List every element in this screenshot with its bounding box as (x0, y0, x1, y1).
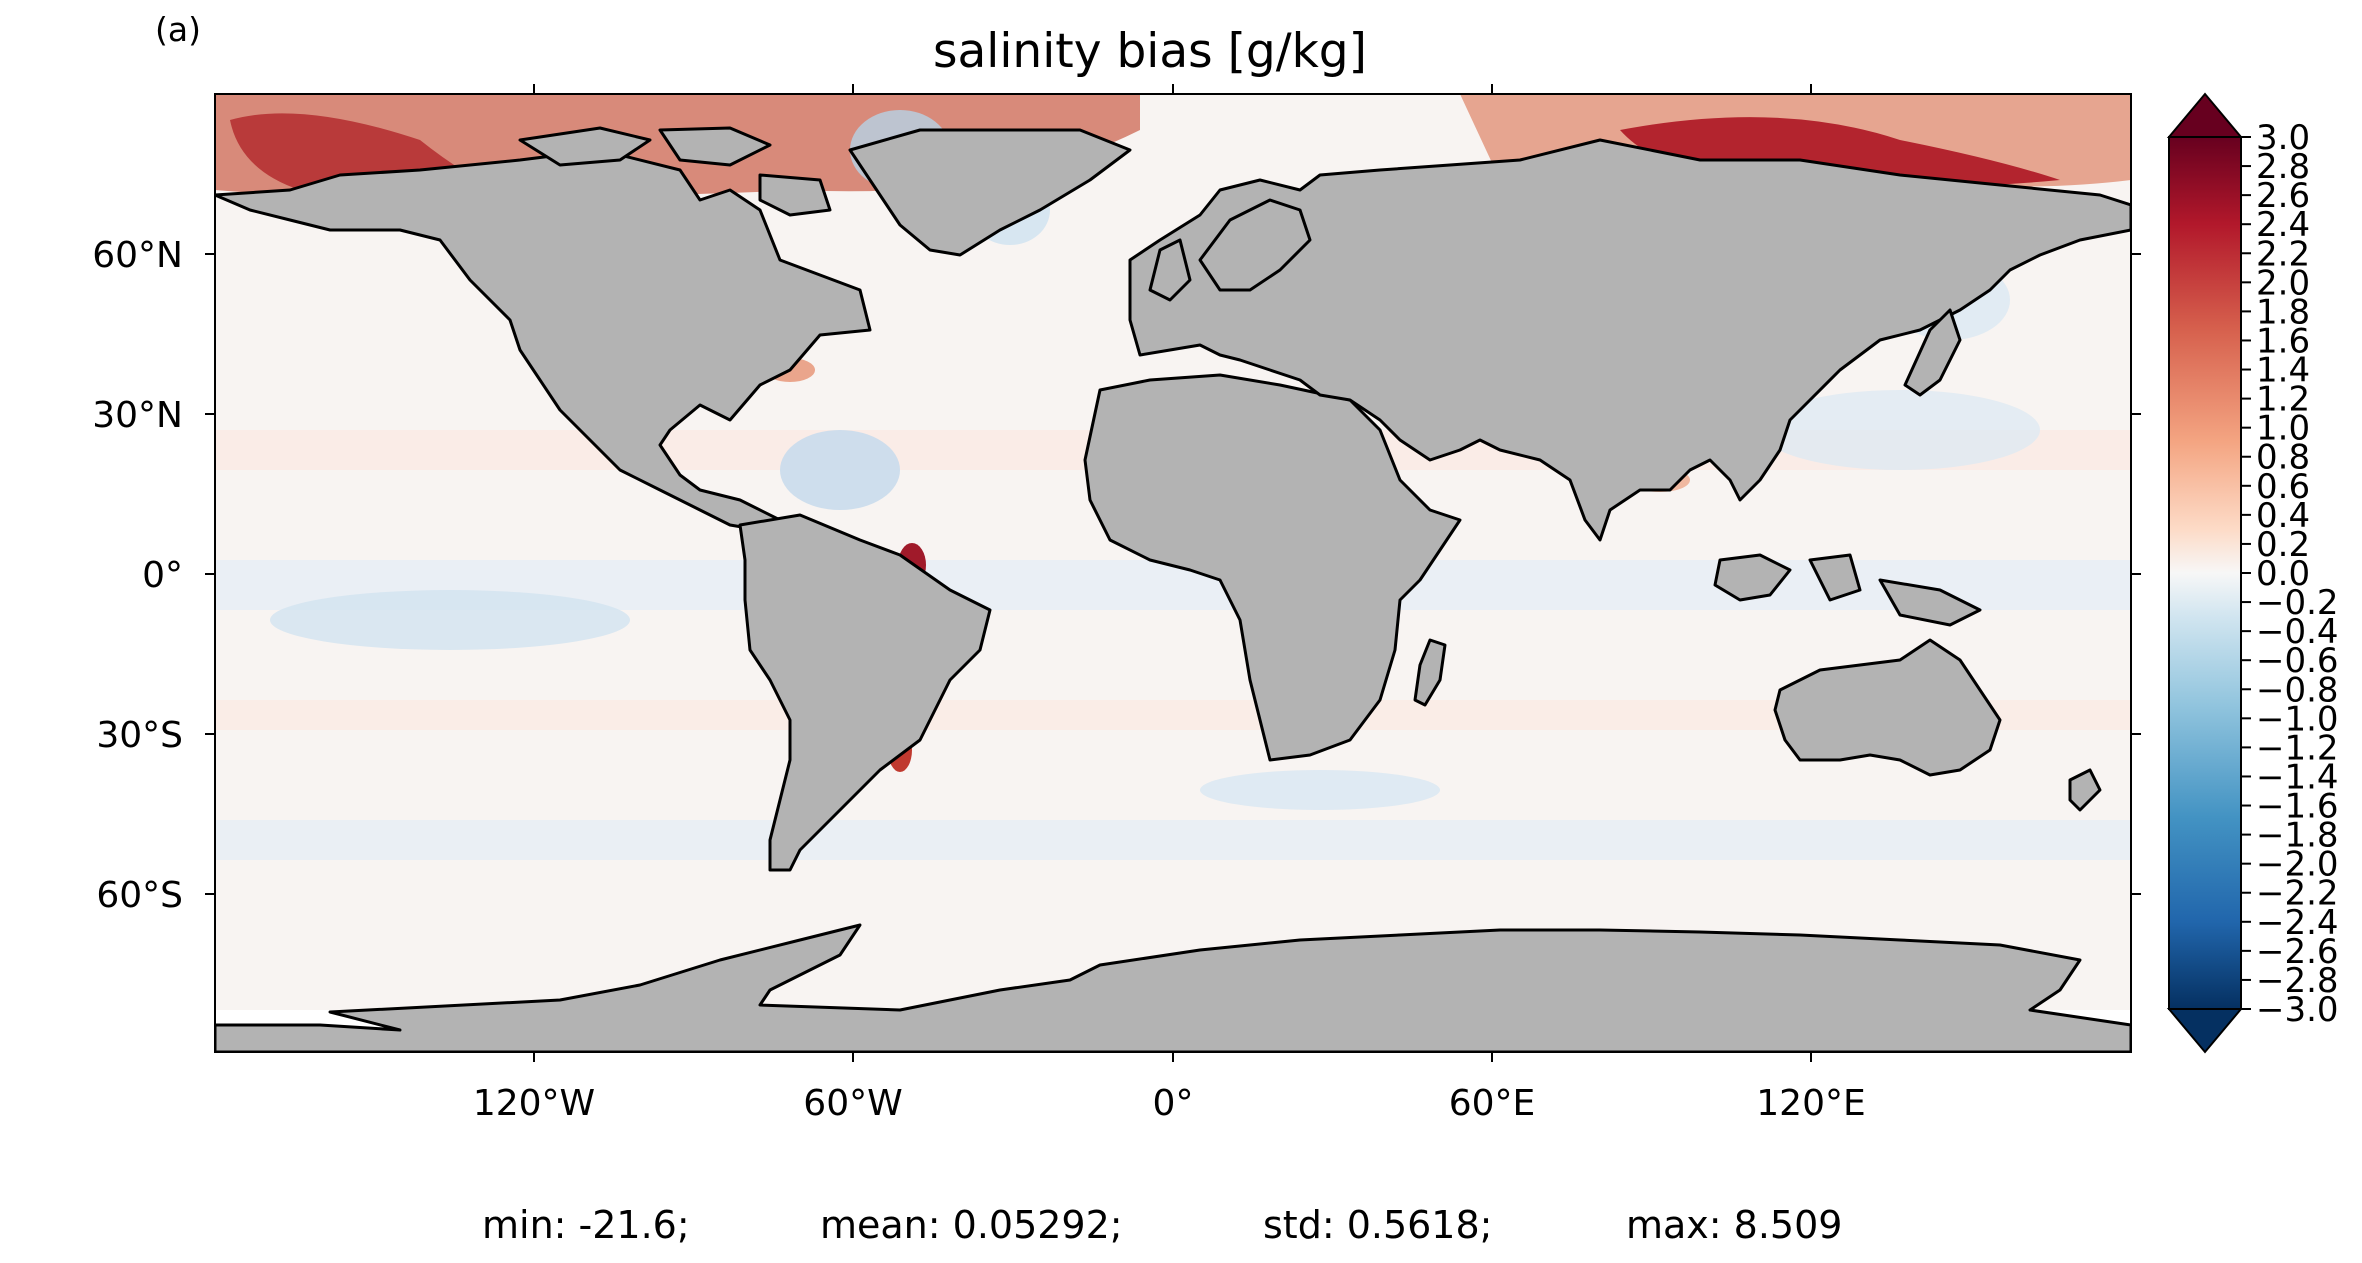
colorbar-tick-label: 0.6 (2256, 467, 2310, 507)
colorbar-tick-label: −0.4 (2256, 612, 2339, 652)
colorbar-tick-label: 2.4 (2256, 205, 2310, 245)
colorbar-tick-label: −0.2 (2256, 583, 2339, 623)
panel-label: (a) (155, 10, 201, 49)
colorbar-tick-label: −2.6 (2256, 932, 2339, 972)
land-masses (215, 126, 2131, 1052)
colorbar-tick-label: −1.0 (2256, 699, 2339, 739)
stat-min: min: -21.6; (482, 1203, 690, 1247)
greenland (848, 128, 1132, 257)
colorbar-tick-label: 1.2 (2256, 380, 2310, 420)
colorbar-tick-label: −2.0 (2256, 845, 2339, 885)
stat-max: max: 8.509 (1626, 1203, 1843, 1247)
colorbar-tick-label: 0.0 (2256, 554, 2310, 594)
lat-label-0: 0° (142, 555, 183, 596)
australia (1773, 638, 2002, 777)
colorbar-tick-label: −1.6 (2256, 787, 2339, 827)
colorbar-tick-label: 1.4 (2256, 351, 2310, 391)
colorbar-tick-label: 2.6 (2256, 176, 2310, 216)
colorbar-tick-label: 3.0 (2256, 118, 2310, 158)
lon-label-60e: 60°E (1449, 1083, 1536, 1124)
colorbar-tick-label: −2.2 (2256, 874, 2339, 914)
colorbar-tick-label: 0.4 (2256, 496, 2310, 536)
colorbar-tick-label: −0.6 (2256, 641, 2339, 681)
lon-label-120w: 120°W (473, 1083, 595, 1124)
colorbar-tick-label: 0.2 (2256, 525, 2310, 565)
colorbar-tick-label: 1.8 (2256, 292, 2310, 332)
map-title-text: salinity bias [g/kg] (933, 24, 1367, 79)
colorbar-tick-label: 0.8 (2256, 438, 2310, 478)
colorbar-extend-bottom (2166, 1008, 2244, 1054)
lon-ticks (533, 84, 1812, 1062)
lon-label-60w: 60°W (803, 1083, 902, 1124)
colorbar-bar (2168, 136, 2242, 1010)
colorbar-tick-label: 2.0 (2256, 263, 2310, 303)
lon-label-120e: 120°E (1756, 1083, 1865, 1124)
colorbar-extend-top (2166, 92, 2244, 138)
colorbar-tick-label: 1.6 (2256, 321, 2310, 361)
lat-label-60n: 60°N (92, 235, 183, 276)
south-america (738, 513, 992, 872)
colorbar-tick-label: −1.8 (2256, 816, 2339, 856)
colorbar-tick-label: 1.0 (2256, 409, 2310, 449)
colorbar-tick-label: −0.8 (2256, 670, 2339, 710)
lat-label-30s: 30°S (96, 715, 183, 756)
colorbar-tick-label: −2.4 (2256, 903, 2339, 943)
colorbar: 3.02.82.62.42.22.01.81.61.41.21.00.80.60… (2166, 92, 2339, 1054)
lat-label-60s: 60°S (96, 875, 183, 916)
colorbar-tick-label: 2.2 (2256, 234, 2310, 274)
eurasia (1128, 138, 2131, 542)
lon-label-0: 0° (1153, 1083, 1194, 1124)
colorbar-tick-label: −2.8 (2256, 961, 2339, 1001)
stat-mean: mean: 0.05292; (820, 1203, 1123, 1247)
colorbar-tick-label: 2.8 (2256, 147, 2310, 187)
north-america (215, 148, 872, 547)
lat-label-30n: 30°N (92, 395, 183, 436)
colorbar-tick-label: −3.0 (2256, 990, 2339, 1030)
colorbar-tick-label: −1.2 (2256, 728, 2339, 768)
colorbar-tick-label: −1.4 (2256, 757, 2339, 797)
stat-std: std: 0.5618; (1263, 1203, 1493, 1247)
antarctica (215, 923, 2131, 1052)
lat-ticks (205, 253, 2141, 895)
